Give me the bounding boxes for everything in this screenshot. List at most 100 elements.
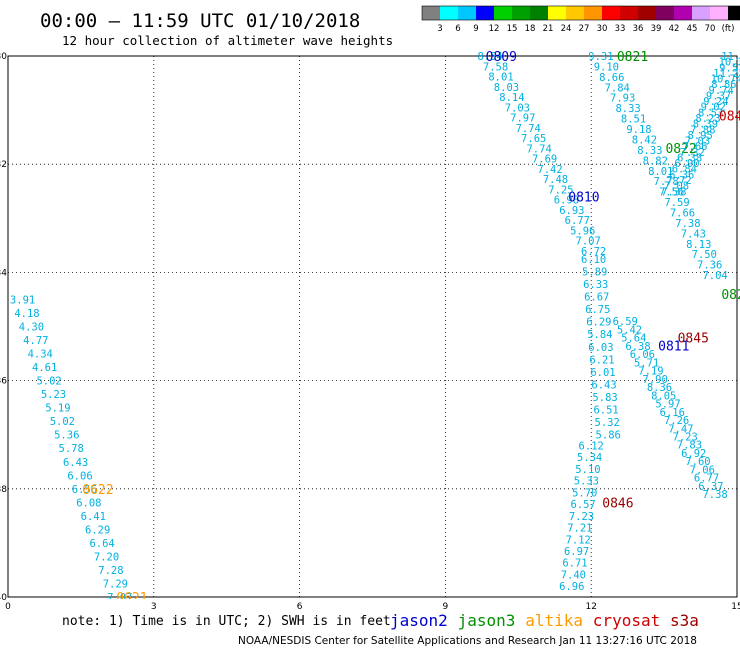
swh-label: 6.71 [562, 558, 587, 570]
swh-label: 10.74 [711, 74, 740, 86]
colorbar-swatch [530, 6, 548, 20]
swh-label: 7.47 [668, 423, 693, 435]
swh-label: 6.33 [583, 279, 608, 291]
swh-label: 6.97 [564, 546, 589, 558]
swh-label: 9.24 [703, 96, 728, 108]
chart-subtitle: 12 hour collection of altimeter wave hei… [62, 33, 393, 48]
swh-label: 7.12 [566, 534, 591, 546]
swh-label: 7.88 [690, 124, 715, 136]
swh-label: 6.96 [559, 581, 584, 593]
colorbar-label: 30 [597, 24, 608, 34]
colorbar-swatch [548, 6, 566, 20]
swh-label: 5.32 [595, 417, 620, 429]
colorbar-swatch [674, 6, 692, 20]
colorbar-label: 18 [525, 24, 536, 34]
swh-label: 5.86 [596, 430, 621, 442]
swh-label: 7.97 [510, 113, 535, 125]
swh-label: 9.51 [719, 62, 740, 74]
y-tick-label: -38 [0, 485, 7, 495]
colorbar-label: 45 [687, 24, 698, 34]
swh-label: 8.82 [643, 155, 668, 167]
swh-label: 4.18 [14, 308, 39, 320]
swh-label: 8.01 [488, 72, 513, 84]
colorbar-label: (ft) [722, 24, 735, 34]
swh-label: 6.90 [674, 158, 699, 170]
time-label: 0845 [678, 331, 709, 346]
colorbar-swatch [710, 6, 728, 20]
swh-label: 8.33 [615, 103, 640, 115]
legend-s3a: s3a [670, 611, 699, 630]
swh-label: 5.97 [655, 399, 680, 411]
swh-label: 5.89 [582, 266, 607, 278]
swh-label: 5.33 [574, 476, 599, 488]
swh-label: 6.06 [630, 349, 655, 361]
satellite-legend: jason2 jason3 altika cryosat s3a [390, 611, 699, 630]
track-altika: 3.914.184.304.774.344.615.025.235.195.02… [10, 294, 148, 604]
swh-label: 6.43 [63, 457, 88, 469]
x-tick-label: 0 [5, 602, 11, 612]
legend-cryosat: cryosat [593, 611, 660, 630]
swh-label: 7.65 [521, 133, 546, 145]
swh-label: 7.38 [675, 218, 700, 230]
time-label: 0622 [82, 483, 113, 498]
swh-label: 7.83 [677, 440, 702, 452]
plot-area: 03691215-30-32-34-36-38-408.547.588.018.… [0, 50, 740, 612]
swh-label: 7.40 [561, 569, 586, 581]
footer-credit: NOAA/NESDIS Center for Satellite Applica… [238, 635, 697, 647]
swh-label: 5.84 [587, 329, 612, 341]
swh-label: 7.66 [670, 208, 695, 220]
colorbar: 3 6 9 12 15 18 21 24 27 30 33 36 39 42 45 70 (ft) [421, 5, 740, 34]
swh-label: 7.06 [690, 464, 715, 476]
swh-label: 11.14 [721, 51, 740, 63]
swh-label: 4.30 [19, 322, 44, 334]
swh-label: 7.38 [661, 186, 686, 198]
colorbar-swatch [656, 6, 674, 20]
colorbar-swatch [494, 6, 512, 20]
swh-label: 7.03 [505, 102, 530, 114]
swh-label: 5.70 [572, 487, 597, 499]
swh-label: 6.93 [559, 205, 584, 217]
swh-label: 7.93 [610, 93, 635, 105]
swh-label: 6.36 [669, 169, 694, 181]
colorbar-swatch [476, 6, 494, 20]
x-tick-label: 9 [443, 602, 449, 612]
swh-label: 5.10 [575, 464, 600, 476]
swh-label: 7.08 [664, 181, 689, 193]
swh-label: 7.38 [702, 489, 727, 501]
swh-label: 7.21 [567, 523, 592, 535]
swh-label: 7.69 [532, 154, 557, 166]
colorbar-label: 6 [455, 24, 460, 34]
track-jason2: 6.105.896.336.676.756.295.846.036.216.01… [581, 254, 621, 442]
swh-label: 7.78 [654, 176, 679, 188]
colorbar-swatch [692, 6, 710, 20]
swh-label: 7.20 [94, 551, 119, 563]
colorbar-swatch [566, 6, 584, 20]
swh-label: 6.06 [67, 470, 92, 482]
track-jason2: 8.547.588.018.038.147.037.977.747.657.74… [477, 50, 689, 354]
time-label: 0821 [617, 50, 648, 65]
swh-label: 7.26 [664, 415, 689, 427]
swh-label: 3.91 [10, 294, 35, 306]
swh-label: 8.42 [632, 134, 657, 146]
swh-label: 6.51 [593, 405, 618, 417]
swh-label: 6.59 [613, 316, 638, 328]
legend-jason2: jason2 [390, 611, 448, 630]
swh-label: 6.41 [81, 511, 106, 523]
colorbar-label: 15 [507, 24, 518, 34]
colorbar-swatch [584, 6, 602, 20]
swh-label: 6.29 [586, 317, 611, 329]
swh-label: 6.84 [672, 164, 697, 176]
swh-label: 4.34 [28, 349, 53, 361]
swh-label: 6.77 [565, 215, 590, 227]
swh-label: 5.64 [621, 333, 646, 345]
swh-label: 7.07 [576, 236, 601, 248]
plot-frame [7, 55, 738, 598]
swh-label: 8.53 [698, 107, 723, 119]
x-tick-label: 15 [731, 602, 740, 612]
swh-label: 6.12 [579, 441, 604, 453]
swh-label: 9.10 [594, 61, 619, 73]
swh-label: 5.19 [45, 403, 70, 415]
time-label: 0810 [568, 191, 599, 206]
colorbar-swatch [620, 6, 638, 20]
swh-label: 7.07 [107, 592, 132, 604]
